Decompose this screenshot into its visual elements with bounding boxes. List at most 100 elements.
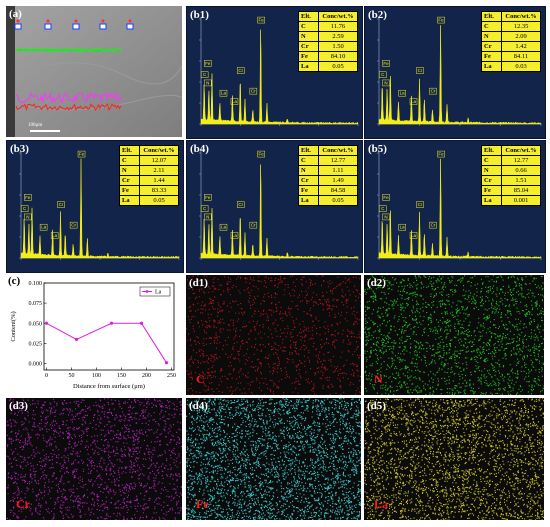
element-cell: C	[298, 21, 319, 32]
data-point	[74, 337, 79, 341]
table-row: C 11.76	[298, 21, 358, 32]
concentration-cell: 2.09	[501, 31, 541, 42]
legend-label: La	[155, 290, 162, 296]
element-cell: N	[298, 31, 319, 42]
table-row: C 12.77	[298, 155, 358, 166]
concentration-cell: 0.05	[318, 61, 358, 72]
table-row: N 2.59	[298, 31, 358, 42]
x-tick-label: 250	[167, 373, 176, 379]
panel-label: (b5)	[368, 143, 387, 155]
peak-label: La	[232, 99, 238, 104]
map-d5-lanthanum: (d5) La	[364, 398, 544, 520]
table-row: La 0.03	[481, 61, 541, 72]
y-tick-label: 0.000	[29, 362, 43, 368]
element-cell: Fe	[481, 51, 502, 62]
element-map-dots	[6, 398, 182, 520]
table-row: La 0.001	[481, 195, 541, 206]
table-row: Fe 84.11	[481, 51, 541, 62]
y-tick-label: 0.025	[29, 341, 43, 347]
peak-label: Fe	[259, 18, 265, 23]
panel-label: (c)	[8, 275, 21, 287]
concentration-cell: 0.66	[501, 165, 541, 176]
peak-label: Cr	[418, 202, 423, 207]
data-point	[109, 321, 114, 325]
sem-image	[6, 6, 182, 137]
table-row: Cr 1.51	[481, 175, 541, 186]
y-tick-label: 0.075	[29, 301, 43, 307]
la-content-chart: 0 50 100 150 200 250 0.000 0.025 0.050 0.075 0.100…	[10, 281, 176, 390]
concentration-table: Elt. Conc/wt.% C 11.76 N 2.59 Cr 1.50 Fe 84.10 La 0…	[298, 11, 358, 72]
element-symbol-label: C	[196, 372, 205, 386]
concentration-table: Elt. Conc/wt.% C 12.77 N 0.66 Cr 1.51 Fe 85.04 La 0…	[481, 145, 541, 206]
element-cell: N	[119, 165, 140, 176]
table-row: Cr 1.42	[481, 41, 541, 52]
table-row: Cr 1.44	[119, 175, 179, 186]
element-map-dots	[364, 398, 544, 520]
element-cell: Cr	[481, 41, 502, 52]
eds-spectrum-b1: Fe Fe C N Cr Cr La La (b1) Elt. Conc/wt.% C 11.76 N 2.…	[186, 6, 363, 139]
peak-label: N	[384, 214, 387, 219]
table-row: C 12.77	[481, 155, 541, 166]
element-cell: Cr	[298, 175, 319, 186]
table-row: N 2.09	[481, 31, 541, 42]
x-tick-label: 200	[142, 373, 151, 379]
concentration-cell: 0.03	[501, 61, 541, 72]
element-cell: Fe	[298, 51, 319, 62]
element-cell: N	[481, 31, 502, 42]
peak-label: C	[203, 72, 207, 77]
peak-label: C	[23, 206, 27, 211]
peak-label: La	[232, 233, 238, 238]
table-header-cell: Conc/wt.%	[501, 145, 541, 156]
table-header-cell: Conc/wt.%	[318, 11, 358, 22]
eds-spectrum-b5: Fe Fe C N Cr Cr La La (b5) Elt. Conc/wt.% C 12.77 N 0.…	[364, 140, 546, 273]
element-cell: N	[481, 165, 502, 176]
peak-label: La	[41, 225, 47, 230]
x-tick-label: 0	[45, 373, 48, 379]
element-cell: Cr	[298, 41, 319, 52]
table-row: Cr 1.49	[298, 175, 358, 186]
peak-label: Cr	[71, 223, 76, 228]
concentration-cell: 2.11	[139, 165, 179, 176]
scan-point-marker	[44, 23, 52, 30]
data-point	[164, 361, 169, 365]
peak-label: Cr	[431, 89, 436, 94]
peak-label: C	[381, 206, 385, 211]
table-header-row: Elt. Conc/wt.%	[119, 145, 179, 156]
x-tick-label: 50	[69, 373, 75, 379]
peak-label: Cr	[238, 68, 243, 73]
element-cell: La	[119, 195, 140, 206]
element-cell: La	[481, 195, 502, 206]
concentration-cell: 12.77	[318, 155, 358, 166]
scan-point-marker	[126, 23, 134, 30]
element-symbol-label: N	[374, 372, 383, 386]
concentration-cell: 2.59	[318, 31, 358, 42]
table-header-row: Elt. Conc/wt.%	[481, 145, 541, 156]
panel-label: (d2)	[367, 277, 386, 289]
table-row: Fe 85.04	[481, 185, 541, 196]
spectrum-trace	[378, 25, 542, 125]
eds-spectrum-b4: Fe Fe C N Cr Cr La La (b4) Elt. Conc/wt.% C 12.77 N 1.…	[186, 140, 363, 273]
x-tick-label: 150	[117, 373, 126, 379]
series-line-la	[46, 322, 167, 364]
peak-label: Fe	[438, 18, 444, 23]
concentration-cell: 0.05	[139, 195, 179, 206]
table-row: N 1.11	[298, 165, 358, 176]
concentration-cell: 1.51	[501, 175, 541, 186]
panel-label: (d3)	[9, 400, 28, 412]
table-row: Cr 1.50	[298, 41, 358, 52]
element-cell: La	[298, 61, 319, 72]
panel-label: (d4)	[189, 400, 208, 412]
element-cell: C	[298, 155, 319, 166]
legend-marker	[145, 290, 149, 293]
scan-point-marker	[99, 23, 107, 30]
element-symbol-label: Cr	[16, 497, 30, 511]
table-header-cell: Conc/wt.%	[139, 145, 179, 156]
element-cell: C	[119, 155, 140, 166]
eds-spectrum-b3: Fe Fe C N Cr Cr La La (b3) Elt. Conc/wt.% C 12.07 N 2.…	[6, 140, 184, 273]
scale-bar-text: 100µm	[28, 123, 43, 128]
concentration-cell: 1.44	[139, 175, 179, 186]
concentration-cell: 1.50	[318, 41, 358, 52]
